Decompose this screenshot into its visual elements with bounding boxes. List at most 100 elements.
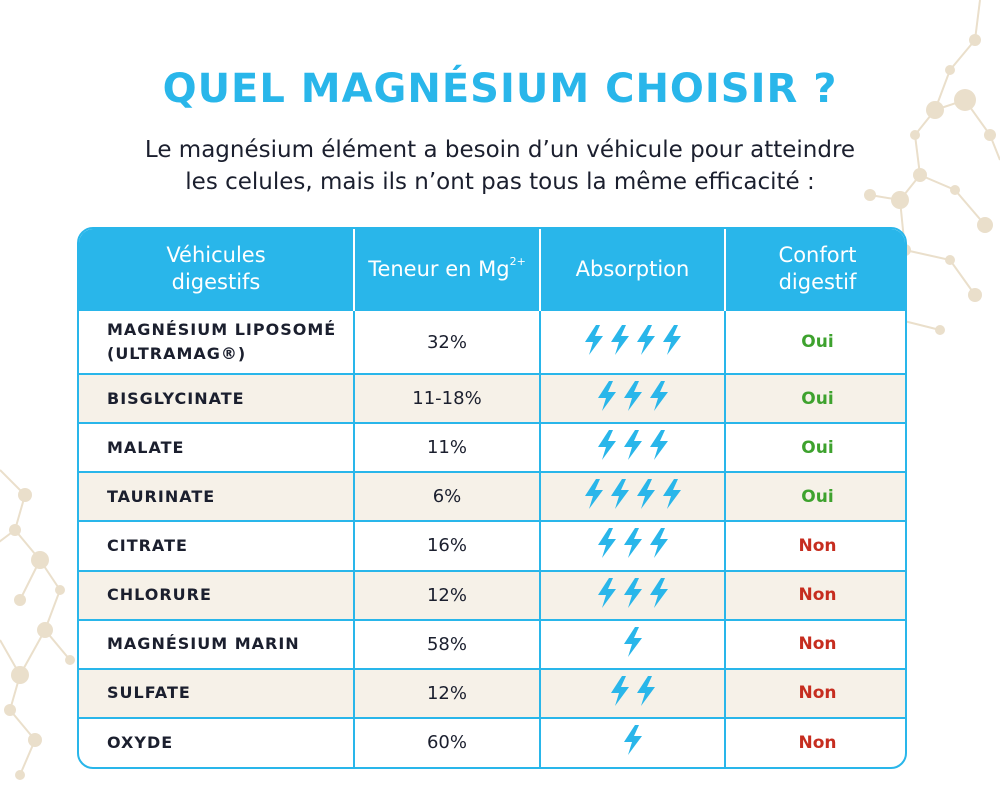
vehicle-name-cell: CITRATE [79, 520, 354, 571]
vehicle-name: MAGNÉSIUM MARIN [107, 634, 300, 654]
digestive-comfort-value: Non [724, 569, 905, 620]
vehicle-name: BISGLYCINATE [107, 388, 245, 408]
vehicle-name-cell: MAGNÉSIUM MARIN [79, 618, 354, 669]
mg-content-value: 12% [353, 569, 540, 620]
vehicle-name-cell: CHLORURE [79, 569, 354, 620]
lightning-bolt-icon [597, 430, 616, 461]
table-row: TAURINATE 6% Oui [79, 471, 905, 522]
table-row: SULFATE 12% Non [79, 667, 905, 718]
lightning-bolt-icon [584, 479, 603, 510]
subtitle-line-1: Le magnésium élément a besoin d’un véhic… [144, 137, 856, 163]
vehicle-name-cell: MALATE [79, 422, 354, 473]
absorption-cell [539, 308, 725, 375]
table-header-row: Véhicules digestifs Teneur en Mg2+ Absor… [79, 229, 905, 310]
table-row: OXYDE 60% Non [79, 716, 905, 767]
absorption-cell [539, 667, 725, 718]
lightning-bolt-icon [623, 528, 642, 559]
mg-content-value: 60% [353, 716, 540, 767]
absorption-rating [596, 430, 670, 461]
digestive-comfort-value: Non [724, 618, 905, 669]
table-row: BISGLYCINATE 11-18% Oui [79, 373, 905, 424]
lightning-bolt-icon [623, 430, 642, 461]
table-row: MAGNÉSIUM MARIN 58% Non [79, 618, 905, 669]
digestive-comfort-value: Non [724, 520, 905, 571]
table-row: CHLORURE 12% Non [79, 569, 905, 620]
vehicle-name: CHLORURE [107, 585, 212, 605]
lightning-bolt-icon [649, 528, 668, 559]
mg-content-value: 6% [353, 471, 540, 522]
table-row: MAGNÉSIUM LIPOSOMÉ (ULTRAMAG®) 32% Oui [79, 308, 905, 375]
absorption-rating [622, 626, 644, 657]
lightning-bolt-icon [623, 381, 642, 412]
absorption-cell [539, 471, 725, 522]
header-comfort-line-1: Confort [778, 243, 857, 267]
mg-content-value: 58% [353, 618, 540, 669]
absorption-rating [583, 479, 683, 510]
digestive-comfort-value: Oui [724, 373, 905, 424]
digestive-comfort-value: Non [724, 667, 905, 718]
absorption-cell [539, 618, 725, 669]
header-comfort: Confort digestif [724, 229, 905, 310]
header-mg-content: Teneur en Mg2+ [353, 229, 540, 310]
vehicle-name: SULFATE [107, 683, 191, 703]
digestive-comfort-value: Oui [724, 422, 905, 473]
header-vehicles-line-1: Véhicules [166, 243, 266, 267]
vehicle-name: TAURINATE [107, 486, 216, 506]
mg-content-value: 11-18% [353, 373, 540, 424]
lightning-bolt-icon [623, 626, 642, 657]
vehicle-name-cell: SULFATE [79, 667, 354, 718]
absorption-cell [539, 569, 725, 620]
lightning-bolt-icon [649, 381, 668, 412]
lightning-bolt-icon [597, 577, 616, 608]
vehicle-name-cell: MAGNÉSIUM LIPOSOMÉ (ULTRAMAG®) [79, 308, 354, 375]
vehicle-name-cell: TAURINATE [79, 471, 354, 522]
comparison-table: Véhicules digestifs Teneur en Mg2+ Absor… [77, 227, 907, 769]
table-row: CITRATE 16% Non [79, 520, 905, 571]
absorption-cell [539, 422, 725, 473]
mg-content-value: 16% [353, 520, 540, 571]
vehicle-name-cell: BISGLYCINATE [79, 373, 354, 424]
digestive-comfort-value: Oui [724, 471, 905, 522]
page-title: QUEL MAGNÉSIUM CHOISIR ? [162, 66, 838, 112]
header-vehicles: Véhicules digestifs [79, 229, 354, 310]
lightning-bolt-icon [610, 675, 629, 706]
vehicle-name: MALATE [107, 437, 185, 457]
mg-content-value: 11% [353, 422, 540, 473]
digestive-comfort-value: Oui [724, 308, 905, 375]
mg-content-value: 32% [353, 308, 540, 375]
absorption-rating [596, 528, 670, 559]
vehicle-name: CITRATE [107, 535, 188, 555]
absorption-rating [583, 324, 683, 355]
subtitle: Le magnésium élément a besoin d’un véhic… [0, 134, 1000, 198]
vehicle-name: OXYDE [107, 732, 174, 752]
absorption-rating [609, 675, 657, 706]
lightning-bolt-icon [623, 577, 642, 608]
absorption-cell [539, 716, 725, 767]
vehicle-name-cell: OXYDE [79, 716, 354, 767]
subtitle-line-2: les celules, mais ils n’ont pas tous la … [185, 169, 815, 195]
lightning-bolt-icon [597, 528, 616, 559]
absorption-cell [539, 373, 725, 424]
lightning-bolt-icon [623, 725, 642, 756]
digestive-comfort-value: Non [724, 716, 905, 767]
header-vehicles-line-2: digestifs [171, 270, 261, 294]
header-absorption-label: Absorption [575, 256, 690, 281]
table-row: MALATE 11% Oui [79, 422, 905, 473]
lightning-bolt-icon [649, 430, 668, 461]
header-mg-superscript: 2+ [509, 254, 526, 268]
table-body: MAGNÉSIUM LIPOSOMÉ (ULTRAMAG®) 32% Oui BISGL… [79, 308, 905, 767]
lightning-bolt-icon [610, 324, 629, 355]
lightning-bolt-icon [636, 479, 655, 510]
header-absorption: Absorption [539, 229, 725, 310]
lightning-bolt-icon [636, 324, 655, 355]
header-mg-content-label: Teneur en Mg [368, 256, 510, 281]
lightning-bolt-icon [636, 675, 655, 706]
header-comfort-line-2: digestif [778, 270, 857, 294]
vehicle-name: MAGNÉSIUM LIPOSOMÉ [107, 320, 337, 340]
mg-content-value: 12% [353, 667, 540, 718]
lightning-bolt-icon [649, 577, 668, 608]
absorption-cell [539, 520, 725, 571]
lightning-bolt-icon [662, 479, 681, 510]
vehicle-name-line-2: (ULTRAMAG®) [107, 344, 247, 364]
